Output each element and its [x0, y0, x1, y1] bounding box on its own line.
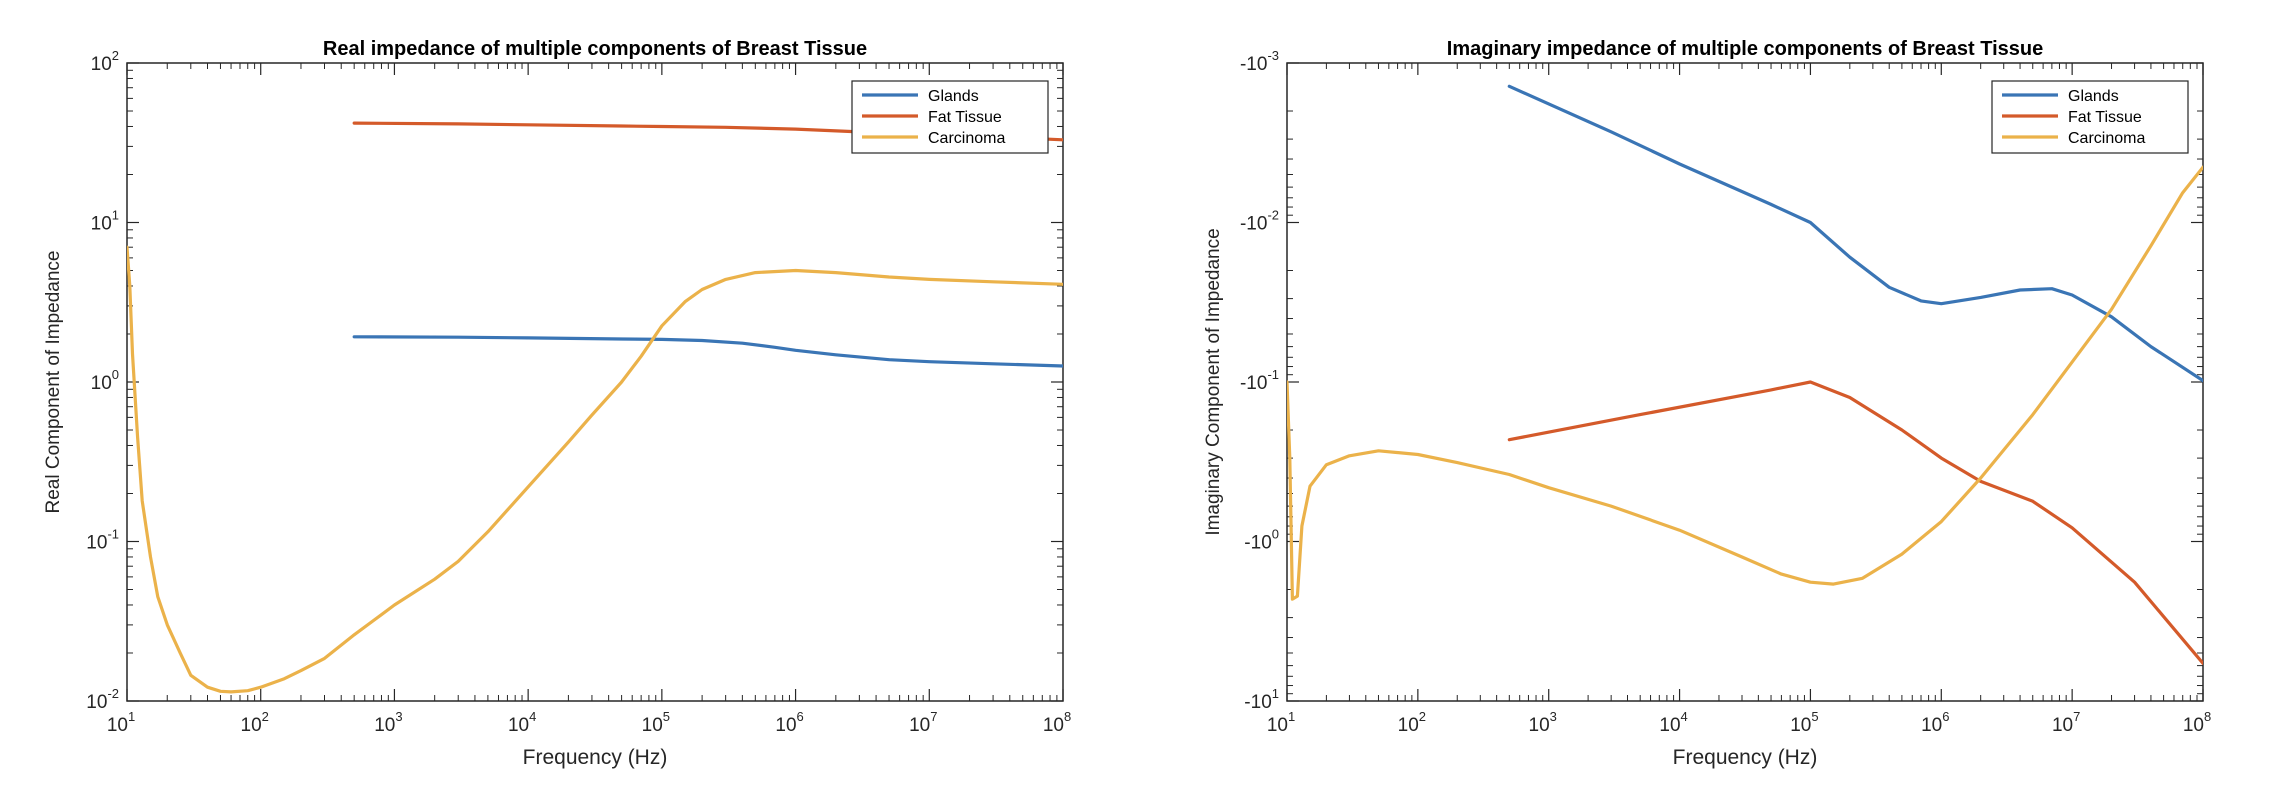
plot-area: [126, 62, 1064, 702]
series-line-carcinoma: [1287, 165, 2203, 601]
y-axis-label: Real Component of Impedance: [43, 251, 64, 514]
legend-label: Fat Tissue: [2068, 109, 2142, 126]
y-tick-label: -100: [1244, 527, 1279, 554]
legend-label: Fat Tissue: [928, 109, 1002, 126]
y-tick-label: 10-1: [86, 527, 119, 554]
series-lines: [1287, 84, 2203, 665]
x-tick-label: 104: [1659, 709, 1687, 736]
x-tick-label: 107: [2052, 709, 2080, 736]
chart-title: Imaginary impedance of multiple componen…: [1447, 38, 2043, 60]
x-tick-label: 105: [642, 709, 670, 736]
y-tick-label: 10-2: [86, 686, 119, 713]
plot-area: [1286, 62, 2204, 702]
series-line-glands: [352, 335, 1063, 368]
x-tick-label: 105: [1790, 709, 1818, 736]
legend: Glands Fat Tissue Carcinoma: [851, 80, 1049, 154]
x-tick-label: 102: [1398, 709, 1426, 736]
x-tick-label: 108: [2183, 709, 2211, 736]
x-tick-label: 101: [107, 709, 135, 736]
minor-ticks: [1287, 63, 2203, 701]
x-tick-label: 106: [1921, 709, 1949, 736]
y-tick-label: 101: [91, 208, 119, 235]
y-tick-label: -101: [1244, 686, 1279, 713]
chart-title: Real impedance of multiple components of…: [323, 38, 867, 60]
series-line-fat-tissue: [1507, 380, 2203, 665]
y-tick-label: -10-2: [1240, 208, 1279, 235]
legend-label: Carcinoma: [928, 130, 1005, 147]
legend: Glands Fat Tissue Carcinoma: [1991, 80, 2189, 154]
y-tick-label: 100: [91, 367, 119, 394]
x-tick-label: 107: [909, 709, 937, 736]
x-tick-label: 108: [1043, 709, 1071, 736]
y-axis-label: Imaginary Component of Impedance: [1203, 228, 1224, 535]
x-axis-label: Frequency (Hz): [1673, 746, 1818, 769]
y-tick-label: 102: [91, 48, 119, 75]
legend-label: Glands: [928, 88, 979, 105]
y-tick-label: -10-3: [1240, 48, 1279, 75]
y-tick-label: -10-1: [1240, 367, 1279, 394]
series-line-glands: [1507, 84, 2203, 383]
x-axis-label: Frequency (Hz): [523, 746, 668, 769]
imaginary-impedance-chart: 101 102 103 104 105 106 107 108 -10-3 -10-2 -10-1 -…: [1203, 38, 2211, 769]
x-tick-label: 101: [1267, 709, 1295, 736]
x-tick-label: 102: [241, 709, 269, 736]
x-tick-label: 104: [508, 709, 536, 736]
x-tick-label: 106: [775, 709, 803, 736]
real-impedance-chart: 101 102 103 104 105 106 107 108 10-2 10-1 100 101 10…: [43, 38, 1071, 769]
legend-label: Carcinoma: [2068, 130, 2145, 147]
series-line-carcinoma: [127, 245, 1063, 694]
x-tick-label: 103: [374, 709, 402, 736]
x-tick-label: 103: [1529, 709, 1557, 736]
legend-label: Glands: [2068, 88, 2119, 105]
